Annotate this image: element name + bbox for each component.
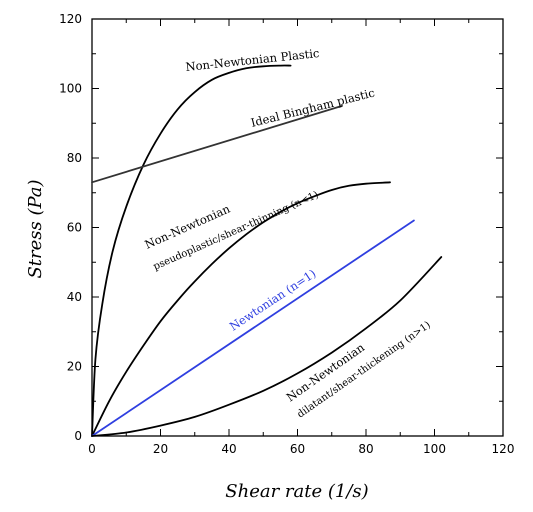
x-tick-label: 60 [290, 442, 305, 456]
series-line-3 [91, 219, 415, 437]
y-tick-label: 0 [74, 429, 82, 443]
series-line-2 [91, 181, 391, 437]
y-tick-label: 60 [67, 221, 82, 235]
series-line-0 [91, 64, 292, 437]
y-tick-label: 40 [67, 290, 82, 304]
series-group [91, 64, 443, 437]
x-tick-label: 20 [153, 442, 168, 456]
x-tick-label: 40 [221, 442, 236, 456]
x-axis-title: Shear rate (1/s) [225, 481, 368, 502]
x-tick-label: 120 [492, 442, 515, 456]
x-tick-label: 100 [423, 442, 446, 456]
annotation-plastic: Non-Newtonian Plastic [185, 46, 320, 74]
y-axis-title: Stress (Pa) [25, 179, 46, 278]
y-tick-label: 20 [67, 360, 82, 374]
y-tick-label: 120 [59, 12, 82, 26]
ticks: 0 20 40 60 80 100 120 0 20 40 60 80 100 120 [59, 12, 514, 456]
x-tick-label: 80 [358, 442, 373, 456]
x-tick-label: 0 [88, 442, 96, 456]
y-tick-label: 80 [67, 151, 82, 165]
annotation-newtonian: Newtonian (n=1) [227, 266, 319, 333]
annotation-bingham: Ideal Bingham plastic [249, 86, 376, 130]
series-line-1 [91, 105, 343, 184]
y-tick-label: 100 [59, 82, 82, 96]
series-line-4 [91, 256, 443, 437]
